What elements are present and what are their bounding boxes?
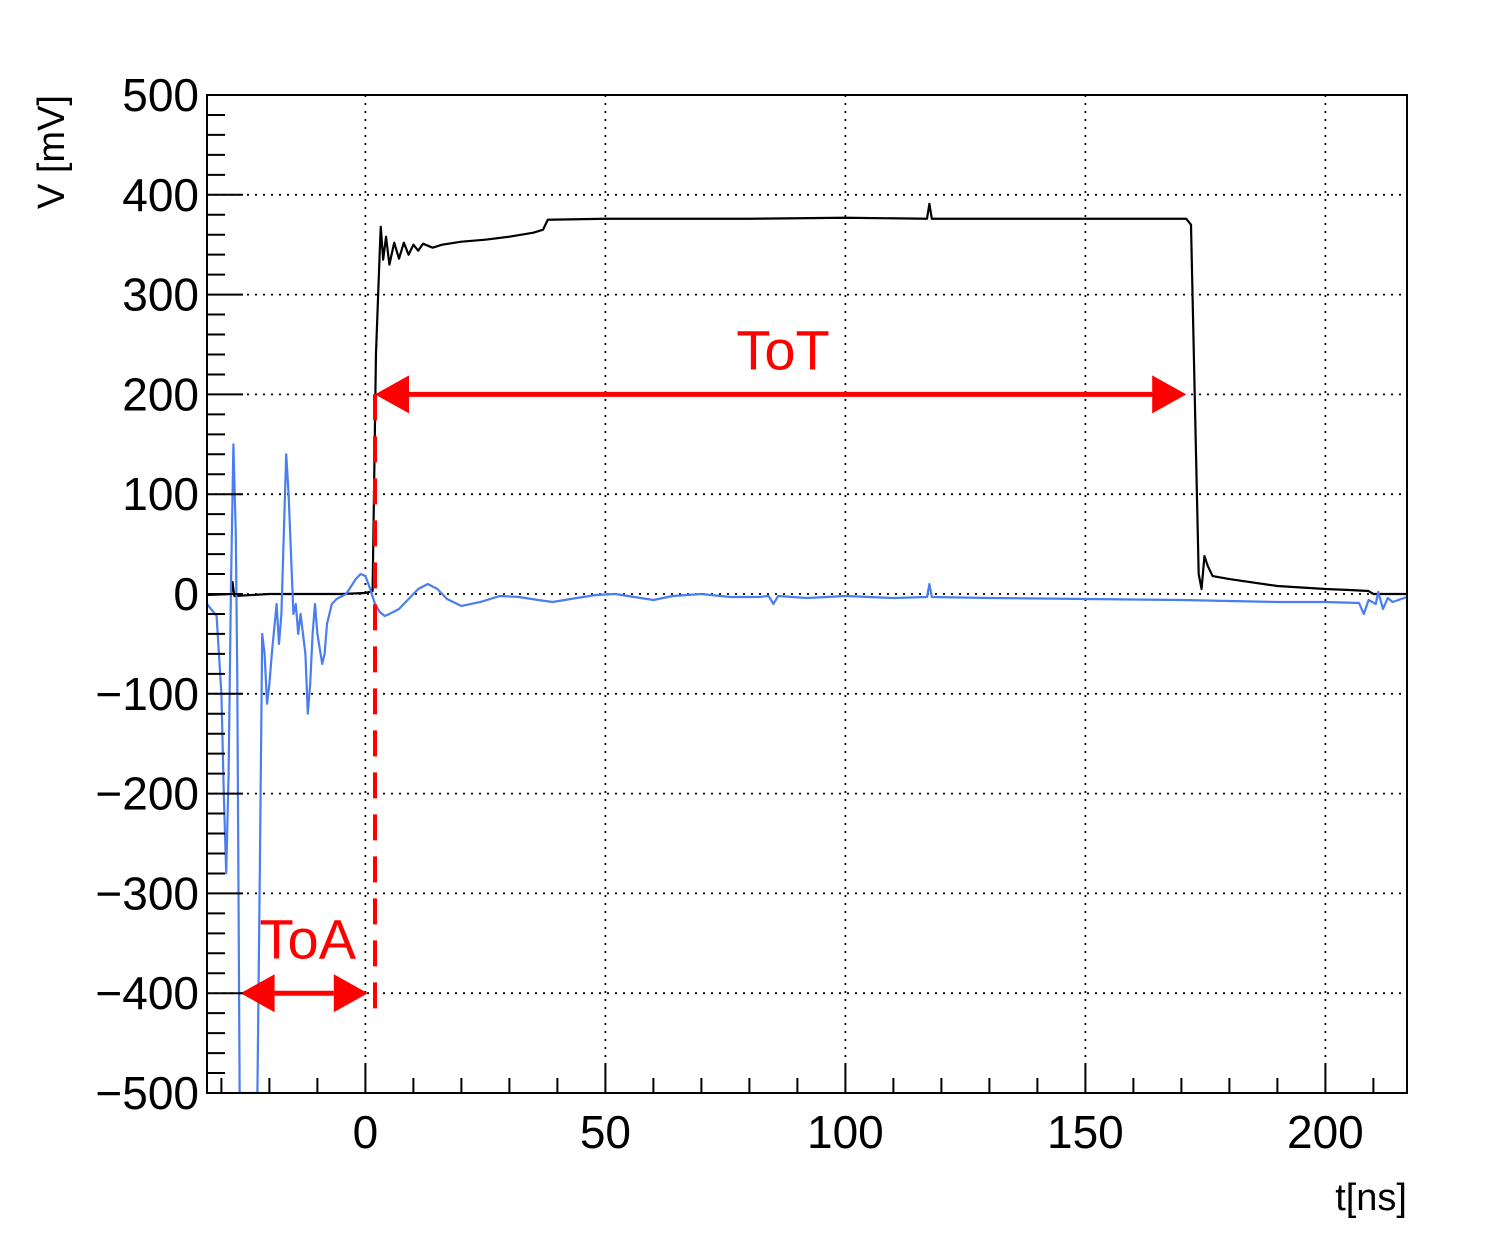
y-tick-label: −500	[95, 1067, 199, 1119]
y-tick-label: 500	[122, 69, 199, 121]
y-tick-label: −100	[95, 668, 199, 720]
series-line-1	[207, 202, 1407, 598]
x-tick-label: 200	[1287, 1106, 1364, 1158]
y-tick-label: 200	[122, 368, 199, 420]
x-tick-label: 0	[353, 1106, 379, 1158]
x-tick-label: 100	[807, 1106, 884, 1158]
series-line-2	[207, 443, 1407, 1093]
y-axis-label: V [mV]	[31, 95, 73, 209]
toa-arrowhead-right	[333, 974, 368, 1013]
y-tick-label: 300	[122, 269, 199, 321]
y-tick-label: −400	[95, 967, 199, 1019]
tot-arrowhead-right	[1152, 375, 1187, 414]
y-tick-label: −200	[95, 768, 199, 820]
y-tick-label: 100	[122, 468, 199, 520]
tick-labels: 0 50 100 150 200 −500 −400 −300 −200 −100 0 100 200 3…	[95, 69, 1363, 1158]
x-tick-label: 50	[580, 1106, 631, 1158]
tot-label: ToT	[736, 318, 829, 381]
tot-arrowhead-left	[375, 375, 409, 414]
y-tick-label: 0	[173, 568, 199, 620]
series-layer	[207, 202, 1407, 1093]
toa-label: ToA	[260, 907, 357, 970]
ticks	[207, 94, 1375, 1094]
y-tick-label: 400	[122, 169, 199, 221]
annotation-layer: ToT ToA	[240, 318, 1187, 1014]
y-tick-label: −300	[95, 867, 199, 919]
toa-arrowhead-left	[240, 974, 275, 1013]
x-tick-label: 150	[1047, 1106, 1124, 1158]
x-axis-label: t[ns]	[1335, 1177, 1407, 1219]
